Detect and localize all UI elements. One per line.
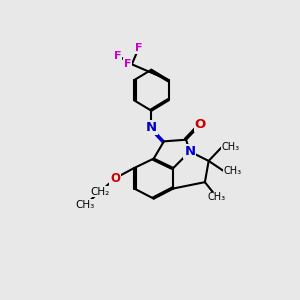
Text: N: N [184, 145, 195, 158]
Text: CH₃: CH₃ [221, 142, 239, 152]
Text: F: F [114, 51, 122, 61]
Text: CH₃: CH₃ [75, 200, 94, 210]
Text: O: O [110, 172, 120, 184]
Text: CH₂: CH₂ [91, 187, 110, 196]
Text: O: O [195, 118, 206, 131]
Text: CH₃: CH₃ [224, 166, 242, 176]
Text: CH₃: CH₃ [208, 192, 226, 202]
Text: F: F [135, 43, 143, 53]
Text: N: N [146, 122, 157, 134]
Text: F: F [124, 59, 132, 69]
